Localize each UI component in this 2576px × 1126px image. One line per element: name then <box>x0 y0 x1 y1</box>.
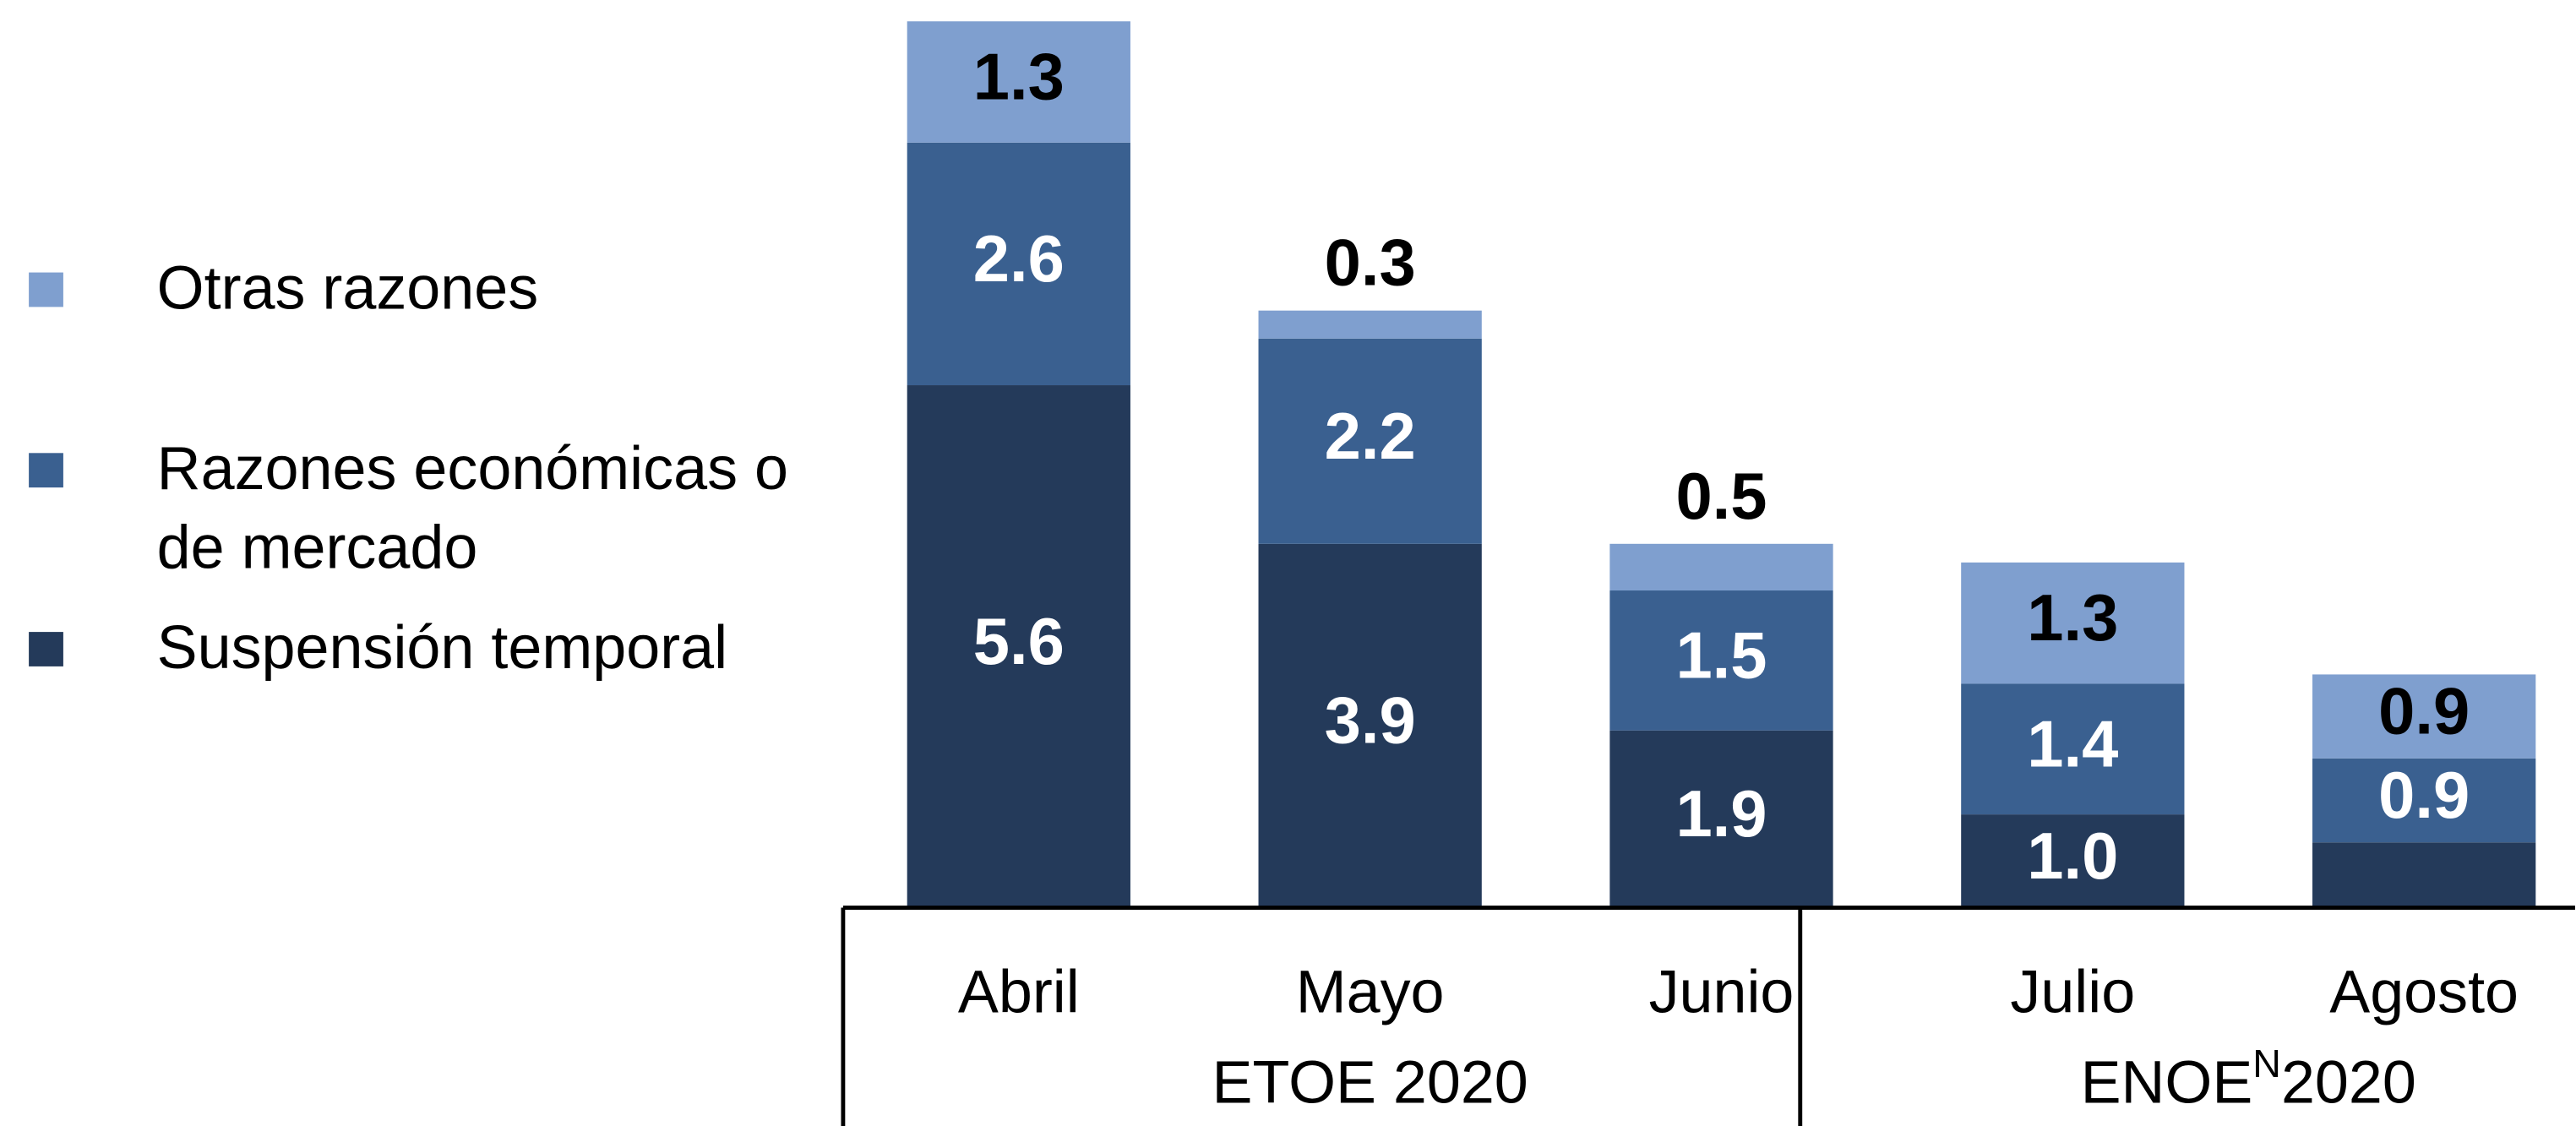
bar-segment <box>2312 758 2536 843</box>
group-label-text: ENOE <box>2081 1048 2253 1116</box>
group-label-superscript: N <box>2252 1042 2281 1085</box>
data-label: 1.3 <box>2027 582 2118 655</box>
legend-entry: Otras razones <box>156 254 539 322</box>
legend-label: Otras razones <box>156 254 539 322</box>
legend-label: Suspensión temporal <box>156 613 728 682</box>
bar-segment <box>1609 730 1833 908</box>
data-label: 0.9 <box>2378 759 2470 832</box>
legend-entry: Razones económicas o de mercado <box>156 434 789 581</box>
data-label: 3.9 <box>1325 685 1416 758</box>
bar-segment <box>907 142 1130 386</box>
x-tick-label: Agosto <box>2329 958 2519 1025</box>
x-tick-label: Mayo <box>1296 958 1445 1025</box>
bar-segment <box>907 385 1130 908</box>
x-tick-label: Julio <box>2010 958 2135 1025</box>
legend-swatch <box>29 272 63 307</box>
group-label-text: ETOE 2020 <box>1212 1048 1528 1116</box>
data-label: 0.5 <box>1675 460 1767 533</box>
data-label: 2.6 <box>973 223 1065 296</box>
bar-segment <box>2312 842 2536 908</box>
x-tick-label: Abril <box>958 958 1080 1025</box>
bar-segment <box>1609 543 1833 591</box>
data-label: 1.5 <box>1675 619 1767 692</box>
bar-segment <box>1961 814 2185 908</box>
bar-segment <box>1258 310 1482 339</box>
bar-segment <box>2312 674 2536 759</box>
legend-swatch <box>29 632 63 666</box>
group-label-end: 2020 <box>2281 1048 2416 1116</box>
data-label: 1.4 <box>2027 708 2118 781</box>
x-tick-label: Junio <box>1649 958 1794 1025</box>
data-label: 0.3 <box>1325 227 1416 300</box>
bar-segment <box>1258 338 1482 544</box>
bar-segment <box>1609 590 1833 731</box>
legend-entry: Suspensión temporal <box>156 613 728 682</box>
bar-segment <box>907 21 1130 143</box>
bar-segment <box>1961 683 2185 815</box>
bar-segment <box>1258 543 1482 908</box>
bar-segment <box>1961 562 2185 684</box>
data-label: 1.0 <box>2027 820 2118 893</box>
group-label: ETOE 2020 <box>1212 1048 1528 1116</box>
legend-swatch <box>29 453 63 488</box>
data-label: 1.9 <box>1675 778 1767 851</box>
data-label: 2.2 <box>1325 400 1416 473</box>
data-label: 5.6 <box>973 606 1065 678</box>
group-label: ENOEN2020 <box>2081 1042 2416 1116</box>
data-label: 0.9 <box>2378 676 2470 748</box>
data-label: 1.3 <box>973 41 1065 114</box>
legend-label: Razones económicas o de mercado <box>156 434 789 581</box>
